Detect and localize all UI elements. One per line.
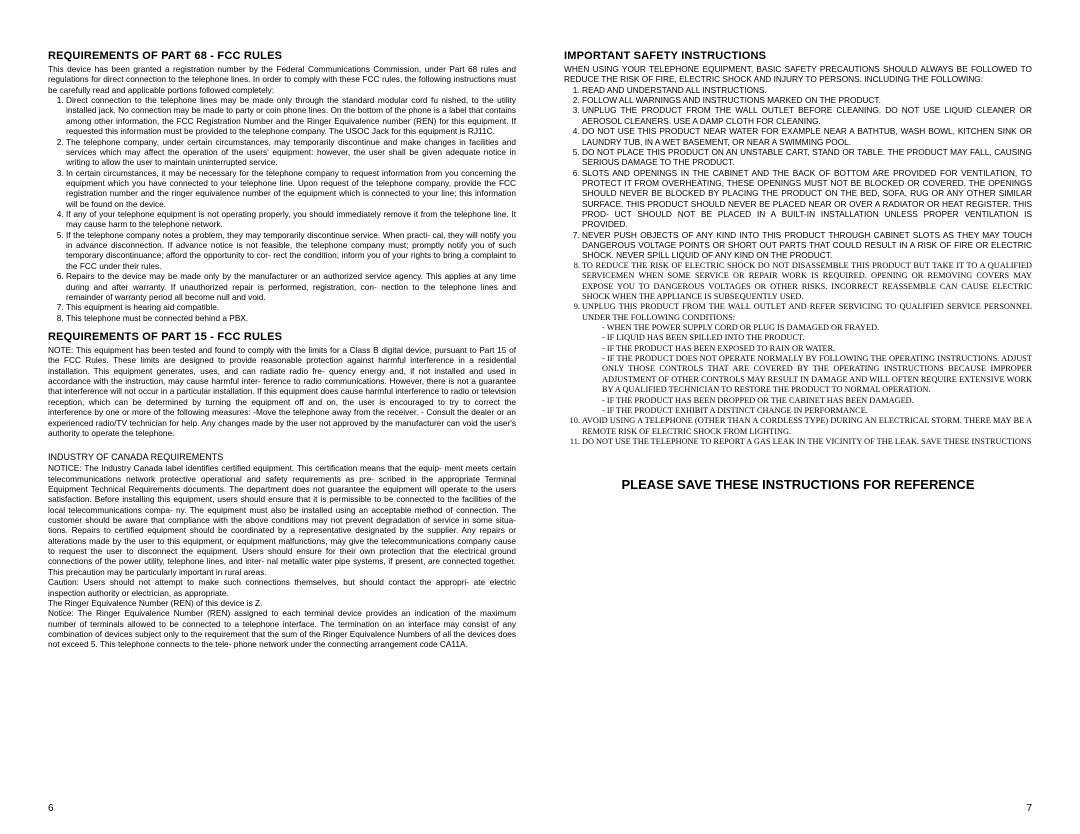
part68-title: REQUIREMENTS OF PART 68 - FCC RULES	[48, 50, 516, 62]
left-column: REQUIREMENTS OF PART 68 - FCC RULES This…	[48, 50, 516, 795]
industry-p1: NOTICE: The Industry Canada label identi…	[48, 463, 516, 577]
part68-intro: This device has been granted a registrat…	[48, 64, 516, 95]
safety-item: UNPLUG THE PRODUCT FROM THE WALL OUTLET …	[582, 105, 1032, 126]
safety-sub-item: IF THE PRODUCT EXHIBIT A DISTINCT CHANGE…	[602, 406, 1032, 416]
industry-canada-section: INDUSTRY OF CANADA REQUIREMENTS NOTICE: …	[48, 446, 516, 649]
safety-item: DO NOT USE THE TELEPHONE TO REPORT A GAS…	[582, 437, 1032, 447]
page-spread: REQUIREMENTS OF PART 68 - FCC RULES This…	[48, 50, 1032, 795]
safety-item: NEVER PUSH OBJECTS OF ANY KIND INTO THIS…	[582, 230, 1032, 261]
part68-item: This telephone must be connected behind …	[66, 313, 516, 323]
part68-item: The telephone company, under certain cir…	[66, 137, 516, 168]
part68-item: If the telephone company notes a problem…	[66, 230, 516, 271]
industry-title: INDUSTRY OF CANADA REQUIREMENTS	[48, 452, 516, 462]
safety-item: AVOID USING A TELEPHONE (OTHER THAN A CO…	[582, 416, 1032, 437]
part68-item: Direct connection to the telephone lines…	[66, 95, 516, 136]
right-column: IMPORTANT SAFETY INSTRUCTIONS WHEN USING…	[564, 50, 1032, 795]
industry-p3: The Ringer Equivalence Number (REN) of t…	[48, 598, 516, 608]
part68-item: In certain circumstances, it may be nece…	[66, 168, 516, 209]
safety-item: UNPLUG THIS PRODUCT FROM THE WALL OUTLET…	[582, 302, 1032, 416]
part68-item: This equipment is hearing aid compatible…	[66, 302, 516, 312]
safety-item: DO NOT PLACE THIS PRODUCT ON AN UNSTABLE…	[582, 147, 1032, 168]
safety-item: FOLLOW ALL WARNINGS AND INSTRUCTIONS MAR…	[582, 95, 1032, 105]
safety-intro: WHEN USING YOUR TELEPHONE EQUIPMENT, BAS…	[564, 64, 1032, 85]
part15-section: REQUIREMENTS OF PART 15 - FCC RULES NOTE…	[48, 331, 516, 438]
safety-section: IMPORTANT SAFETY INSTRUCTIONS WHEN USING…	[564, 50, 1032, 447]
safety-sub-item: WHEN THE POWER SUPPLY CORD OR PLUG IS DA…	[602, 323, 1032, 333]
safety-sub-item: IF LIQUID HAS BEEN SPILLED INTO THE PROD…	[602, 333, 1032, 343]
page-number-right: 7	[1026, 803, 1032, 814]
part15-body: NOTE: This equipment has been tested and…	[48, 345, 516, 438]
safety-item: SLOTS AND OPENINGS IN THE CABINET AND TH…	[582, 168, 1032, 230]
part68-item: If any of your telephone equipment is no…	[66, 209, 516, 230]
safety-sub-item: IF THE PRODUCT DOES NOT OPERATE NORMALLY…	[602, 354, 1032, 395]
safety-title: IMPORTANT SAFETY INSTRUCTIONS	[564, 50, 1032, 62]
part68-list: Direct connection to the telephone lines…	[48, 95, 516, 323]
safety-item: READ AND UNDERSTAND ALL INSTRUCTIONS.	[582, 85, 1032, 95]
page-footer: 6 7	[48, 803, 1032, 814]
safety-item: TO REDUCE THE RISK OF ELECTRIC SHOCK DO …	[582, 261, 1032, 302]
save-instructions-heading: PLEASE SAVE THESE INSTRUCTIONS FOR REFER…	[564, 477, 1032, 492]
safety-sub-item: IF THE PRODUCT HAS BEEN EXPOSED TO RAIN …	[602, 344, 1032, 354]
industry-p4: Notice: The Ringer Equivalence Number (R…	[48, 608, 516, 649]
industry-p2: Caution: Users should not attempt to mak…	[48, 577, 516, 598]
part15-title: REQUIREMENTS OF PART 15 - FCC RULES	[48, 331, 516, 343]
page-number-left: 6	[48, 803, 54, 814]
part68-item: Repairs to the device may be made only b…	[66, 271, 516, 302]
safety-list: READ AND UNDERSTAND ALL INSTRUCTIONS.FOL…	[564, 85, 1032, 448]
part68-section: REQUIREMENTS OF PART 68 - FCC RULES This…	[48, 50, 516, 323]
safety-sub-item: IF THE PRODUCT HAS BEEN DROPPED OR THE C…	[602, 396, 1032, 406]
safety-item: DO NOT USE THIS PRODUCT NEAR WATER FOR E…	[582, 126, 1032, 147]
